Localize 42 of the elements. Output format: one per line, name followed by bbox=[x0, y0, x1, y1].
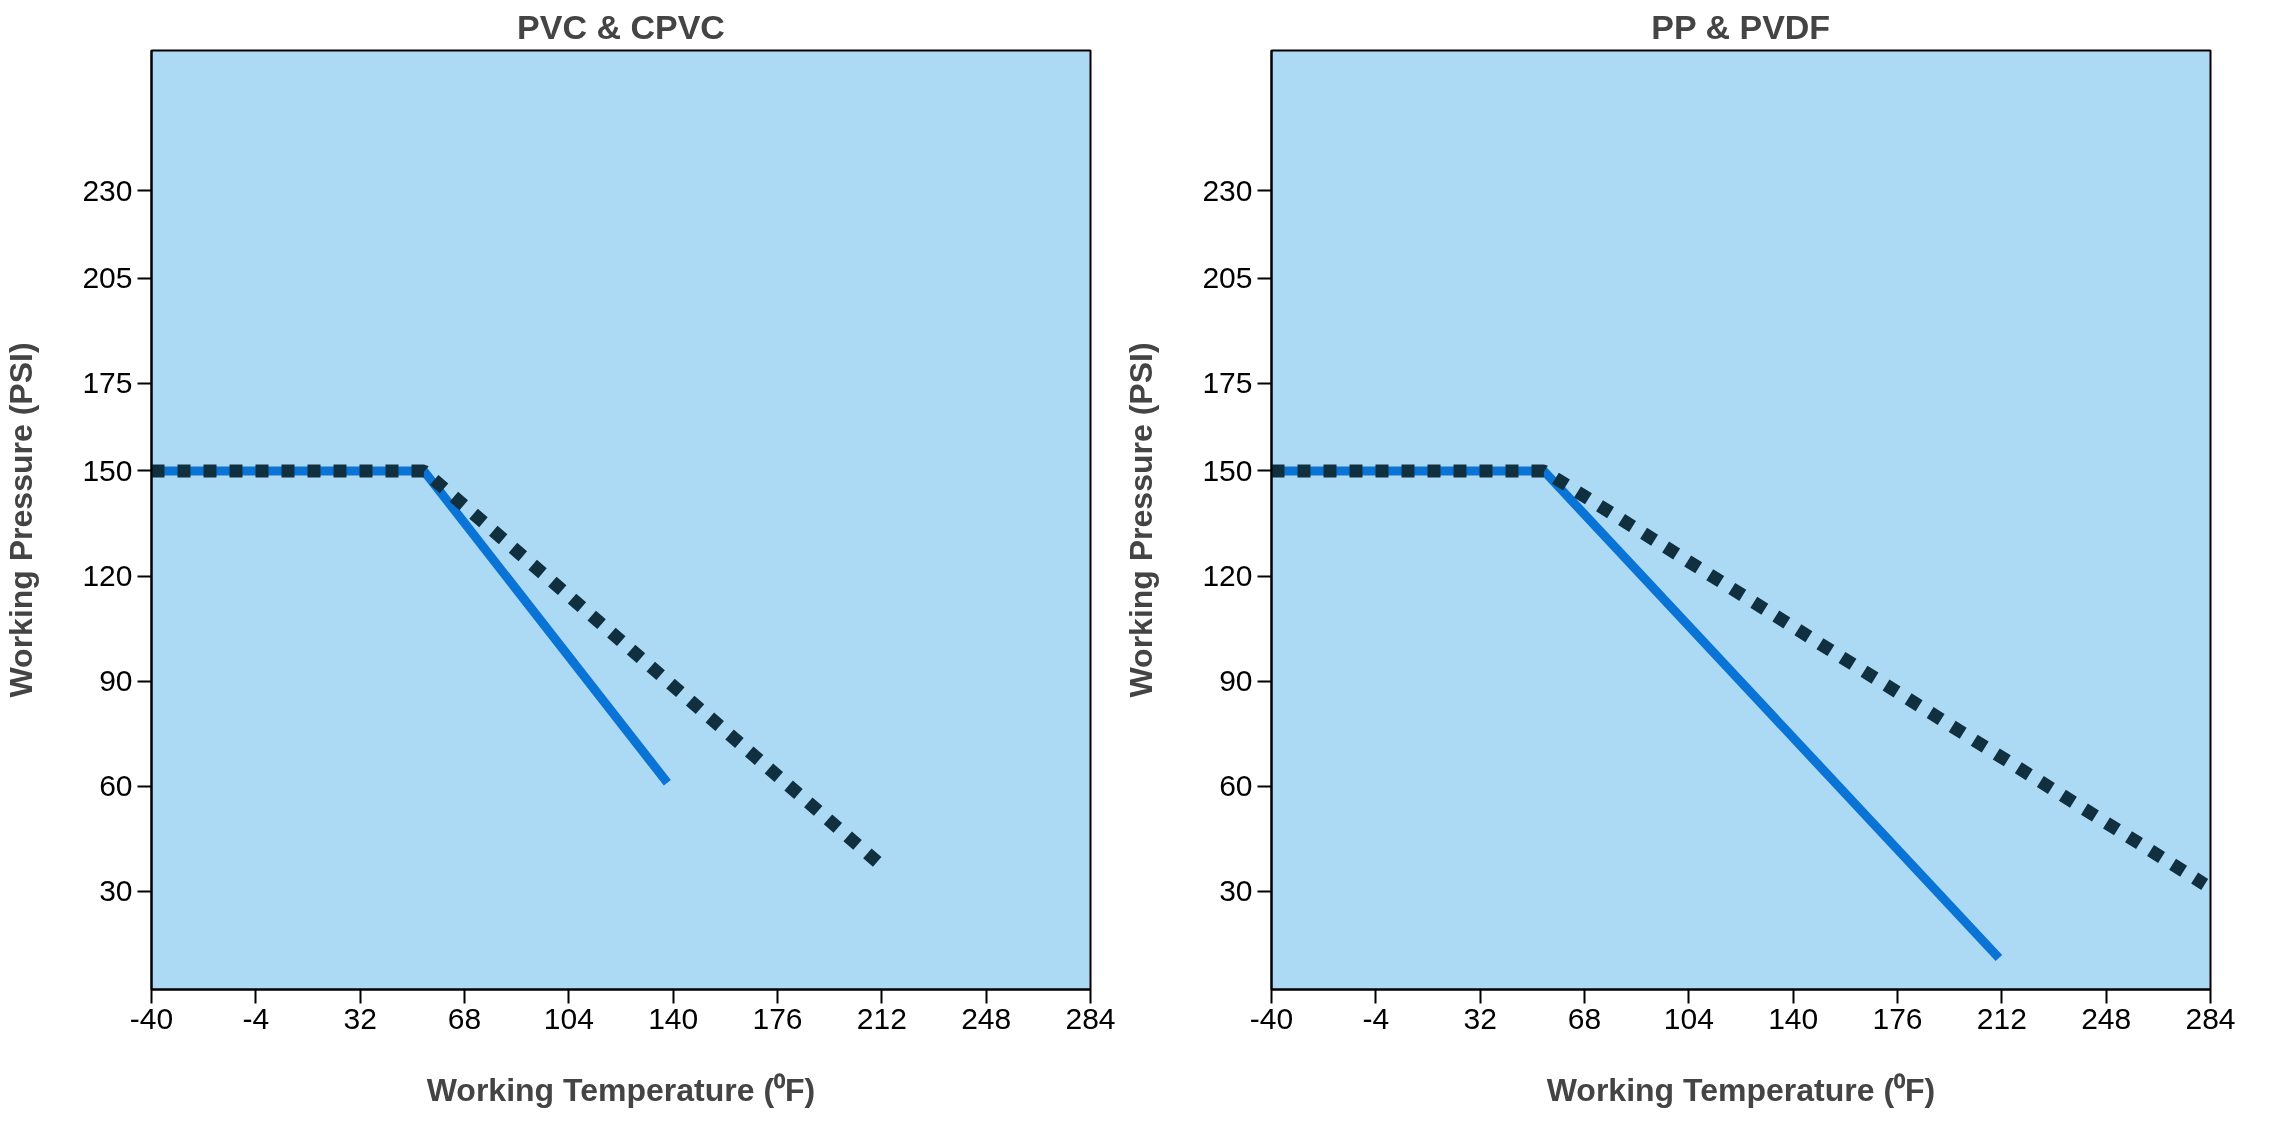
x-tick-label: 248 bbox=[2081, 1001, 2132, 1035]
y-tick-label: 90 bbox=[99, 664, 133, 698]
y-tick-label: 230 bbox=[1202, 173, 1253, 207]
y-axis-title: Working Pressure (PSI) bbox=[3, 342, 40, 698]
x-tick-label: 140 bbox=[1768, 1001, 1819, 1035]
y-tick-label: 175 bbox=[82, 366, 133, 400]
x-tick-label: -40 bbox=[129, 1001, 174, 1035]
x-tick-label: 68 bbox=[1567, 1001, 1602, 1035]
x-tick-label: 32 bbox=[343, 1001, 377, 1035]
y-tick-label: 150 bbox=[82, 453, 133, 487]
x-tick-label: -4 bbox=[242, 1001, 270, 1035]
x-tick-label: -4 bbox=[1362, 1001, 1390, 1035]
x-tick-label: 212 bbox=[1976, 1001, 2027, 1035]
x-tick-label: -40 bbox=[1249, 1001, 1294, 1035]
x-tick-label: 176 bbox=[752, 1001, 803, 1035]
x-tick-label: 32 bbox=[1463, 1001, 1497, 1035]
x-tick-label: 284 bbox=[2185, 1001, 2236, 1035]
chart-title: PP & PVDF bbox=[1651, 7, 1831, 46]
y-tick-label: 30 bbox=[1219, 874, 1253, 908]
y-tick-label: 120 bbox=[1202, 559, 1253, 593]
y-tick-label: 205 bbox=[1202, 261, 1253, 295]
y-tick-label: 230 bbox=[82, 173, 133, 207]
x-tick-label: 176 bbox=[1872, 1001, 1923, 1035]
chart-title: PVC & CPVC bbox=[517, 7, 725, 46]
y-axis-title: Working Pressure (PSI) bbox=[1123, 342, 1160, 698]
y-tick-label: 175 bbox=[1202, 366, 1253, 400]
y-tick-label: 30 bbox=[99, 874, 133, 908]
x-tick-label: 212 bbox=[856, 1001, 907, 1035]
x-axis-title: Working Temperature (⁰F) bbox=[426, 1071, 816, 1108]
y-tick-label: 60 bbox=[99, 769, 133, 803]
x-tick-label: 284 bbox=[1065, 1001, 1116, 1035]
y-tick-label: 205 bbox=[82, 261, 133, 295]
x-tick-label: 248 bbox=[961, 1001, 1012, 1035]
y-tick-label: 90 bbox=[1219, 664, 1253, 698]
x-tick-label: 68 bbox=[447, 1001, 482, 1035]
x-tick-label: 140 bbox=[648, 1001, 699, 1035]
y-tick-label: 120 bbox=[82, 559, 133, 593]
y-tick-label: 60 bbox=[1219, 769, 1253, 803]
y-tick-label: 150 bbox=[1202, 453, 1253, 487]
x-tick-label: 104 bbox=[543, 1001, 594, 1035]
x-axis-title: Working Temperature (⁰F) bbox=[1546, 1071, 1936, 1108]
x-tick-label: 104 bbox=[1663, 1001, 1714, 1035]
